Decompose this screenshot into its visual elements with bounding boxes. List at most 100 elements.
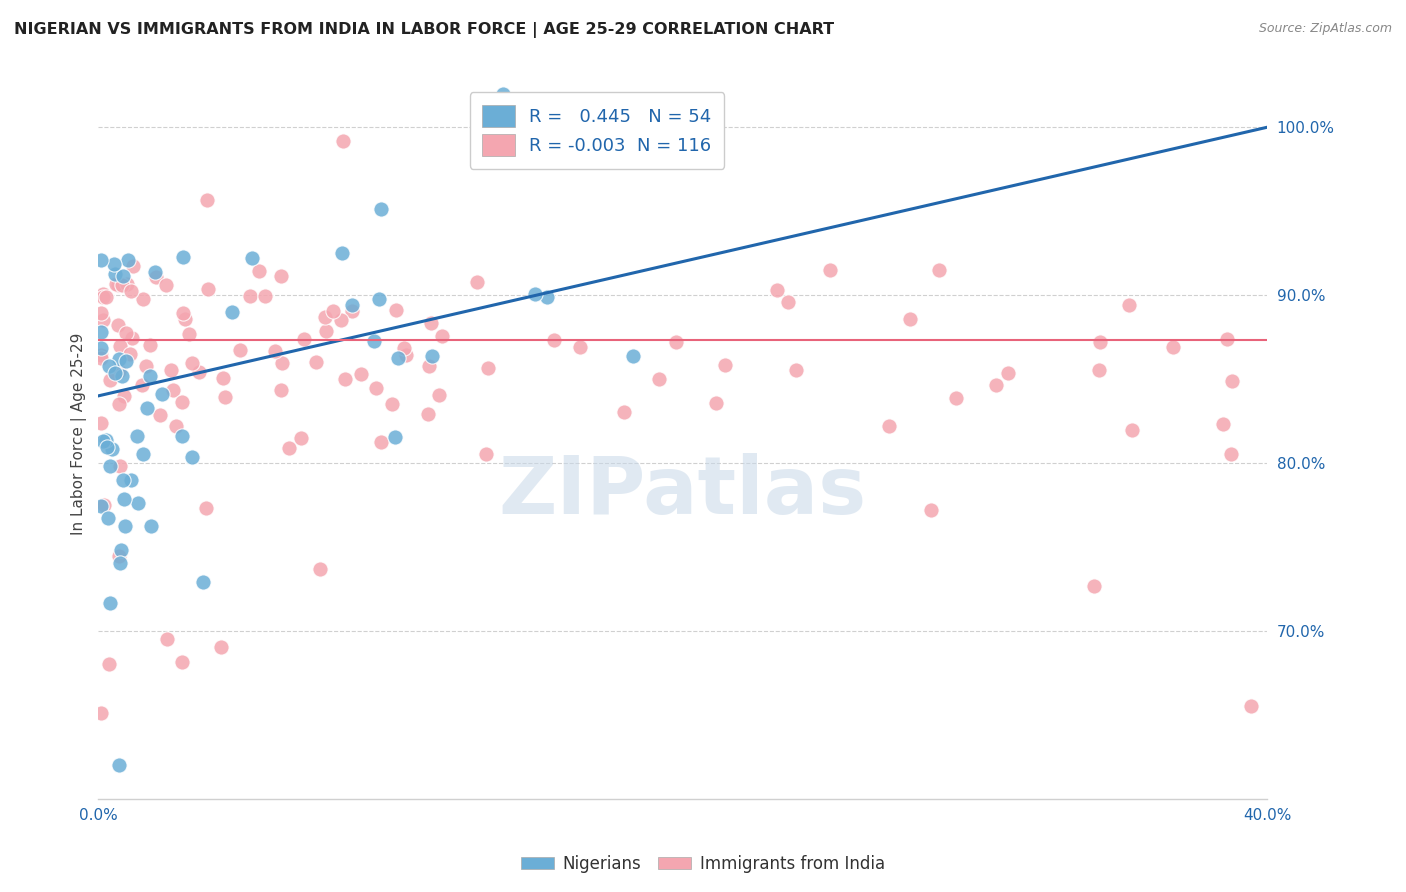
Point	[122, 259, 145, 273]
Point	[270, 383, 292, 397]
Point	[127, 496, 149, 510]
Point	[221, 304, 243, 318]
Point	[367, 293, 389, 307]
Point	[193, 575, 215, 590]
Point	[120, 473, 142, 487]
Point	[90, 306, 112, 320]
Point	[370, 434, 392, 449]
Point	[315, 324, 337, 338]
Point	[111, 473, 134, 487]
Point	[165, 419, 187, 434]
Point	[179, 327, 201, 342]
Point	[818, 263, 841, 277]
Point	[172, 429, 194, 443]
Point	[145, 270, 167, 285]
Point	[100, 442, 122, 456]
Point	[117, 253, 139, 268]
Point	[93, 499, 115, 513]
Point	[150, 387, 173, 401]
Legend: R =   0.445   N = 54, R = -0.003  N = 116: R = 0.445 N = 54, R = -0.003 N = 116	[470, 92, 724, 169]
Point	[90, 706, 112, 721]
Point	[112, 491, 135, 506]
Point	[623, 349, 645, 363]
Point	[100, 373, 122, 387]
Point	[197, 282, 219, 296]
Point	[170, 655, 193, 669]
Point	[115, 354, 138, 368]
Point	[1212, 417, 1234, 431]
Point	[132, 447, 155, 461]
Point	[111, 369, 134, 384]
Point	[898, 311, 921, 326]
Point	[90, 351, 112, 366]
Point	[387, 351, 409, 365]
Point	[1118, 298, 1140, 312]
Point	[187, 365, 209, 379]
Point	[292, 332, 315, 346]
Point	[420, 316, 443, 330]
Point	[329, 313, 352, 327]
Point	[277, 441, 299, 455]
Point	[108, 549, 131, 563]
Point	[1083, 579, 1105, 593]
Point	[229, 343, 252, 357]
Point	[309, 561, 332, 575]
Point	[112, 389, 135, 403]
Point	[364, 381, 387, 395]
Point	[381, 397, 404, 411]
Point	[1121, 423, 1143, 437]
Point	[107, 318, 129, 333]
Point	[384, 430, 406, 444]
Point	[395, 348, 418, 362]
Point	[90, 341, 112, 355]
Point	[928, 262, 950, 277]
Y-axis label: In Labor Force | Age 25-29: In Labor Force | Age 25-29	[72, 333, 87, 535]
Point	[479, 149, 502, 163]
Point	[418, 408, 440, 422]
Point	[211, 371, 233, 385]
Point	[536, 289, 558, 303]
Text: NIGERIAN VS IMMIGRANTS FROM INDIA IN LABOR FORCE | AGE 25-29 CORRELATION CHART: NIGERIAN VS IMMIGRANTS FROM INDIA IN LAB…	[14, 22, 834, 38]
Point	[238, 289, 260, 303]
Point	[90, 252, 112, 267]
Point	[98, 657, 121, 671]
Point	[104, 366, 127, 380]
Point	[240, 251, 263, 265]
Point	[131, 378, 153, 392]
Point	[91, 289, 114, 303]
Point	[96, 510, 118, 524]
Point	[263, 343, 285, 358]
Point	[197, 193, 219, 207]
Point	[1161, 339, 1184, 353]
Point	[135, 359, 157, 374]
Point	[333, 372, 356, 386]
Point	[120, 284, 142, 298]
Point	[270, 269, 292, 284]
Point	[524, 286, 547, 301]
Point	[138, 369, 160, 384]
Point	[350, 368, 373, 382]
Point	[141, 519, 163, 533]
Point	[90, 499, 112, 513]
Point	[98, 596, 121, 610]
Point	[1219, 447, 1241, 461]
Point	[997, 366, 1019, 380]
Point	[290, 431, 312, 445]
Point	[420, 349, 443, 363]
Point	[920, 503, 942, 517]
Point	[776, 294, 799, 309]
Point	[247, 264, 270, 278]
Point	[491, 87, 513, 101]
Point	[253, 288, 276, 302]
Point	[181, 450, 204, 464]
Point	[195, 500, 218, 515]
Point	[108, 397, 131, 411]
Point	[370, 202, 392, 217]
Point	[1220, 374, 1243, 388]
Point	[986, 378, 1008, 392]
Point	[340, 304, 363, 318]
Point	[714, 358, 737, 372]
Point	[209, 640, 232, 654]
Point	[114, 518, 136, 533]
Point	[91, 287, 114, 301]
